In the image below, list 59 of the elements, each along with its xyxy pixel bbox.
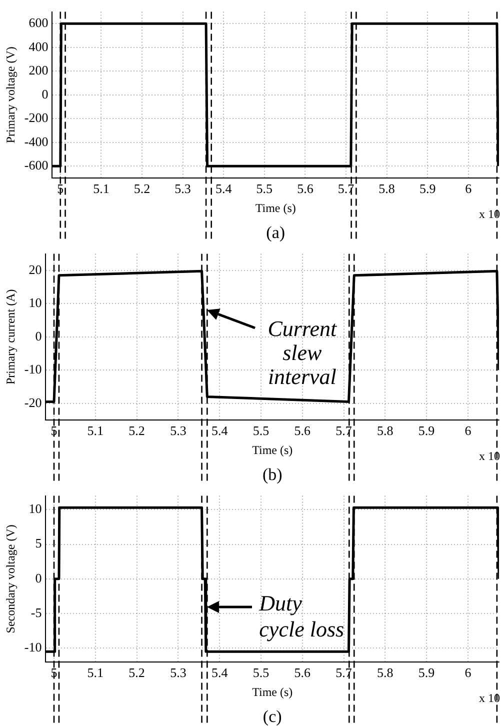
text: (b) bbox=[262, 465, 282, 484]
text: (a) bbox=[266, 223, 286, 242]
y-axis-title: Primary voltage (V) bbox=[3, 46, 18, 144]
x-tick-label: 5.4 bbox=[211, 665, 228, 680]
x-tick-label: 5.9 bbox=[418, 423, 435, 438]
y-tick-label: 200 bbox=[28, 62, 48, 78]
x-tick-label: 5.3 bbox=[174, 181, 191, 196]
y-tick-label: 400 bbox=[28, 38, 48, 54]
x-tick-label: 5.1 bbox=[87, 665, 104, 680]
x-tick-label: 5.2 bbox=[128, 423, 145, 438]
x-tick-label: 5.6 bbox=[294, 665, 311, 680]
text: x 10 bbox=[479, 691, 500, 705]
y-tick-label: 0 bbox=[42, 86, 48, 102]
x-tick-label: 6 bbox=[464, 665, 472, 680]
annotation: Current slew interval bbox=[268, 316, 338, 390]
y-axis-title: Primary current (A) bbox=[3, 289, 18, 385]
x-tick-label: 5.8 bbox=[377, 665, 394, 680]
x-tick-label: 5.3 bbox=[170, 665, 186, 680]
text: x 10 bbox=[479, 207, 500, 221]
x-tick-label: 5.5 bbox=[256, 181, 273, 196]
y-tick-label: 10 bbox=[28, 501, 42, 516]
x-axis-title: Time (s) bbox=[255, 200, 296, 215]
x-tick-label: 5.6 bbox=[297, 181, 314, 196]
y-tick-label: 0 bbox=[35, 328, 42, 344]
y-tick-label: -5 bbox=[30, 604, 42, 620]
y-tick-label: -10 bbox=[24, 362, 42, 377]
y-tick-label: 0 bbox=[35, 570, 42, 586]
x-tick-label: 5.9 bbox=[419, 181, 436, 196]
x-tick-label: 5.4 bbox=[215, 181, 232, 196]
y-tick-label: -20 bbox=[24, 394, 42, 410]
x-axis-title: Time (s) bbox=[252, 684, 293, 699]
x-tick-label: 5.2 bbox=[128, 665, 145, 680]
y-tick-label: 600 bbox=[28, 15, 48, 30]
y-tick-label: -10 bbox=[24, 640, 42, 655]
y-tick-label: -200 bbox=[24, 110, 48, 126]
text: x 10 bbox=[479, 449, 500, 463]
x-axis-title: Time (s) bbox=[252, 442, 293, 457]
y-tick-label: -400 bbox=[24, 134, 48, 149]
x-tick-label: 5.2 bbox=[134, 181, 150, 196]
y-tick-label: 10 bbox=[28, 295, 42, 310]
x-tick-label: 6 bbox=[465, 181, 472, 196]
text: (c) bbox=[262, 707, 282, 726]
x-tick-label: 5.8 bbox=[378, 181, 395, 196]
x-tick-label: 5.3 bbox=[170, 423, 186, 438]
x-tick-label: 5.7 bbox=[338, 181, 355, 196]
x-tick-label: 5.5 bbox=[252, 665, 270, 680]
y-tick-label: -600 bbox=[24, 158, 48, 173]
y-axis-title: Secondary voltage (V) bbox=[3, 524, 18, 634]
annotation: Duty cycle loss bbox=[258, 590, 344, 642]
x-tick-label: 5.1 bbox=[87, 423, 104, 438]
x-tick-label: 5.5 bbox=[252, 423, 270, 438]
x-tick-label: 5.8 bbox=[377, 423, 394, 438]
x-tick-label: 5.1 bbox=[93, 181, 110, 196]
x-tick-label: 5.4 bbox=[211, 423, 228, 438]
x-tick-label: 6 bbox=[464, 423, 472, 438]
y-tick-label: 20 bbox=[28, 262, 42, 277]
x-tick-label: 5.9 bbox=[418, 665, 435, 680]
x-tick-label: 5.6 bbox=[294, 423, 311, 438]
y-tick-label: 5 bbox=[35, 536, 42, 551]
